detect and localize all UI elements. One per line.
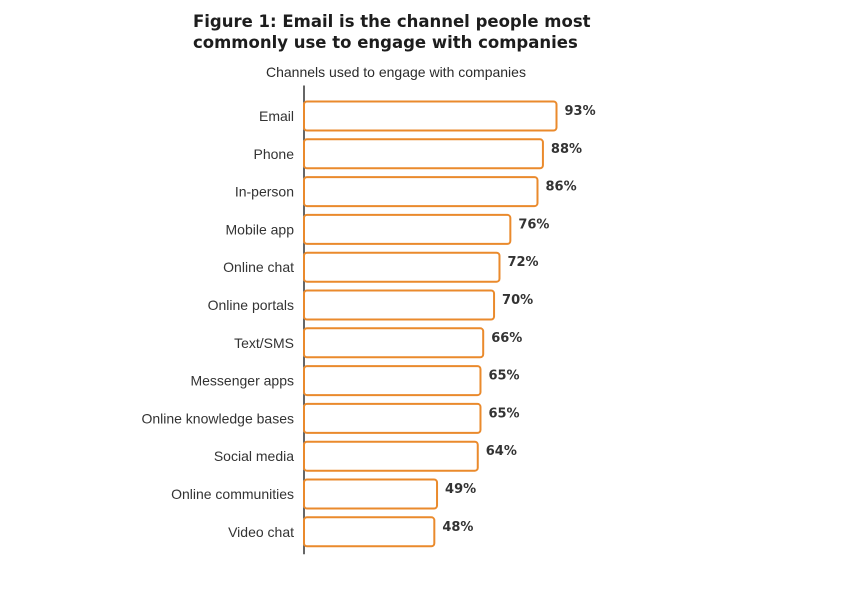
category-label: Text/SMS [234,335,294,351]
category-label: Email [259,108,294,124]
bar [303,100,558,132]
value-label: 70% [502,293,533,308]
bar [303,289,496,321]
value-label: 64% [486,444,517,459]
bar [303,176,539,208]
bar [303,138,544,170]
chart-title: Figure 1: Email is the channel people mo… [193,11,713,53]
category-label: Social media [214,448,294,464]
bar [303,327,485,359]
bar [303,251,501,283]
bar [303,440,479,472]
category-label: Online communities [171,486,294,502]
value-label: 76% [518,217,549,232]
category-label: Messenger apps [190,373,294,389]
value-label: 88% [551,142,582,157]
bar [303,365,482,397]
category-label: Phone [254,146,295,162]
chart-title-line-2: commonly use to engage with companies [193,33,578,52]
category-label: Mobile app [226,221,295,237]
value-label: 48% [442,520,473,535]
bar [303,516,436,548]
chart-title-line-1: Figure 1: Email is the channel people mo… [193,12,591,31]
chart-subtitle: Channels used to engage with companies [266,64,526,80]
value-label: 72% [507,255,538,270]
value-label: 93% [564,104,595,119]
category-label: Online portals [208,297,294,313]
value-label: 86% [545,180,576,195]
bar [303,213,512,245]
category-label: In-person [235,184,294,200]
value-label: 66% [491,331,522,346]
category-label: Online knowledge bases [141,410,294,426]
category-label: Video chat [228,524,294,540]
value-label: 49% [445,482,476,497]
bar [303,402,482,434]
category-label: Online chat [223,259,294,275]
value-label: 65% [488,406,519,421]
bar [303,478,439,510]
value-label: 65% [488,369,519,384]
